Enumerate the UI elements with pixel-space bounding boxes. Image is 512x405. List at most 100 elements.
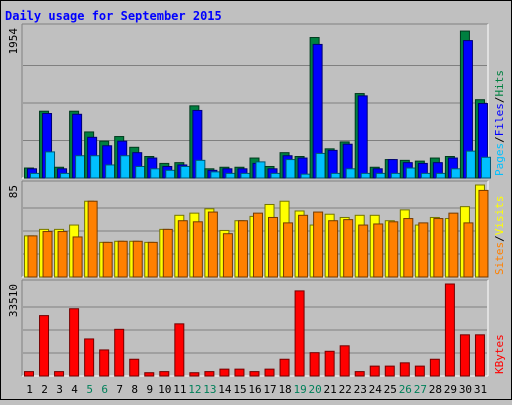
x-tick-label: 20 xyxy=(309,383,322,396)
bar-kbytes-day-12 xyxy=(189,372,200,377)
bar-kbytes-day-14 xyxy=(219,368,230,377)
x-tick-label: 2 xyxy=(41,383,48,396)
legend-label: Visits xyxy=(493,196,506,236)
bar-sites-day-1 xyxy=(27,235,38,278)
bar-sites-day-23 xyxy=(358,224,369,278)
x-tick-label: 17 xyxy=(263,383,276,396)
legend-label: Sites xyxy=(493,242,506,275)
bar-kbytes-day-2 xyxy=(39,315,50,377)
bar-pages-day-23 xyxy=(360,172,371,179)
bar-kbytes-day-15 xyxy=(234,368,245,377)
x-tick-label: 15 xyxy=(233,383,246,396)
bar-pages-day-3 xyxy=(60,172,71,179)
bar-pages-day-12 xyxy=(195,159,206,179)
bar-pages-day-30 xyxy=(465,150,476,179)
bar-kbytes-day-6 xyxy=(99,349,110,377)
bar-sites-day-26 xyxy=(403,218,414,278)
legend-label: / xyxy=(493,136,506,143)
x-tick-label: 18 xyxy=(278,383,291,396)
bar-kbytes-day-28 xyxy=(429,358,440,377)
bar-kbytes-day-20 xyxy=(309,352,320,377)
bar-pages-day-8 xyxy=(135,165,146,179)
bar-kbytes-day-22 xyxy=(339,345,350,377)
bar-kbytes-day-7 xyxy=(114,328,125,377)
bar-kbytes-day-5 xyxy=(84,338,95,377)
bar-sites-day-14 xyxy=(222,233,233,278)
x-tick-label: 8 xyxy=(131,383,138,396)
bar-pages-day-27 xyxy=(420,172,431,179)
legend-label: Pages xyxy=(493,143,506,176)
bar-kbytes-day-31 xyxy=(474,334,485,377)
bar-kbytes-day-13 xyxy=(204,371,215,377)
bar-sites-day-15 xyxy=(237,220,248,278)
legend-label: Hits xyxy=(493,70,506,97)
bar-kbytes-day-3 xyxy=(54,371,65,377)
bar-kbytes-day-16 xyxy=(249,371,260,377)
bar-pages-day-10 xyxy=(165,169,176,179)
bar-sites-day-16 xyxy=(252,212,263,278)
bar-pages-day-14 xyxy=(225,172,236,179)
x-tick-label: 12 xyxy=(188,383,201,396)
series-legend: Sites/Visits xyxy=(493,196,506,276)
x-tick-label: 22 xyxy=(339,383,352,396)
x-tick-label: 28 xyxy=(429,383,442,396)
bar-pages-day-26 xyxy=(405,167,416,179)
bar-kbytes-day-8 xyxy=(129,358,140,377)
legend-label: KBytes xyxy=(493,334,506,374)
bar-pages-day-29 xyxy=(450,168,461,179)
series-legend: KBytes xyxy=(493,334,506,374)
bar-pages-day-2 xyxy=(45,151,56,179)
bar-sites-day-7 xyxy=(117,240,128,278)
y-max-label: 1954 xyxy=(7,28,20,55)
bar-pages-day-17 xyxy=(270,172,281,179)
x-tick-label: 1 xyxy=(26,383,33,396)
x-tick-label: 10 xyxy=(158,383,171,396)
bar-pages-day-25 xyxy=(390,172,401,179)
x-tick-label: 21 xyxy=(324,383,337,396)
bar-sites-day-13 xyxy=(207,211,218,278)
x-tick-label: 26 xyxy=(399,383,412,396)
x-tick-label: 31 xyxy=(474,383,487,396)
bar-kbytes-day-30 xyxy=(459,334,470,377)
x-tick-label: 25 xyxy=(384,383,397,396)
bar-sites-day-25 xyxy=(388,221,399,278)
bar-pages-day-18 xyxy=(285,159,296,179)
y-max-label: 33510 xyxy=(7,284,20,317)
bar-pages-day-20 xyxy=(315,152,326,179)
series-legend: Pages/Files/Hits xyxy=(493,70,506,176)
x-tick-label: 14 xyxy=(218,383,232,396)
bar-kbytes-day-10 xyxy=(159,371,170,377)
x-tick-label: 9 xyxy=(146,383,153,396)
bar-sites-day-8 xyxy=(132,240,143,278)
bar-sites-day-11 xyxy=(177,220,188,278)
bar-pages-day-7 xyxy=(120,155,131,179)
bar-pages-day-19 xyxy=(300,173,311,179)
bar-sites-day-12 xyxy=(192,221,203,278)
x-tick-label: 23 xyxy=(354,383,367,396)
bar-sites-day-5 xyxy=(87,200,98,278)
bar-sites-day-17 xyxy=(268,216,279,278)
bar-kbytes-day-11 xyxy=(174,323,185,377)
x-tick-label: 11 xyxy=(173,383,186,396)
bar-sites-day-6 xyxy=(102,241,113,278)
x-tick-label: 13 xyxy=(203,383,216,396)
bar-pages-day-4 xyxy=(75,155,86,179)
bar-kbytes-day-9 xyxy=(144,372,155,377)
legend-label: Files xyxy=(493,103,506,136)
bar-sites-day-22 xyxy=(343,219,354,278)
bar-sites-day-20 xyxy=(313,211,324,278)
bar-kbytes-day-18 xyxy=(279,358,290,377)
x-tick-label: 24 xyxy=(369,383,383,396)
bar-pages-day-9 xyxy=(150,168,161,179)
x-tick-label: 5 xyxy=(86,383,93,396)
y-max-label: 85 xyxy=(7,185,20,198)
bar-kbytes-day-27 xyxy=(414,365,425,377)
bar-kbytes-day-1 xyxy=(24,371,34,377)
bar-pages-day-22 xyxy=(345,168,356,179)
bar-sites-day-29 xyxy=(448,212,459,278)
bar-kbytes-day-26 xyxy=(399,362,410,377)
bar-pages-day-6 xyxy=(105,164,116,179)
bar-sites-day-24 xyxy=(373,223,384,278)
